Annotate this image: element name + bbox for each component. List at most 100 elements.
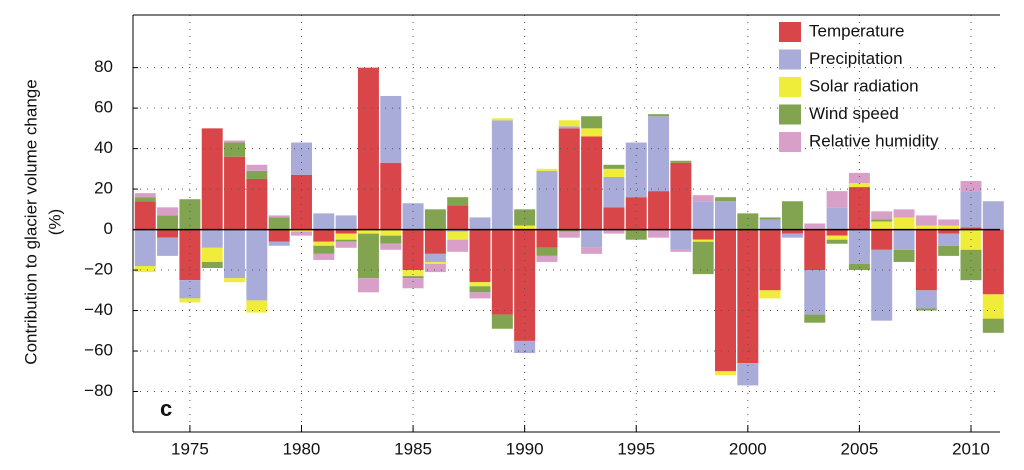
- legend-swatch: [779, 132, 801, 152]
- bar-segment: [491, 229, 513, 315]
- bar-segment: [558, 120, 580, 127]
- bar-segment: [246, 170, 268, 179]
- bar-segment: [447, 231, 469, 240]
- bar-segment: [603, 207, 625, 230]
- bar-segment: [625, 197, 647, 230]
- bar-segment: [558, 126, 580, 129]
- bar-segment: [536, 170, 558, 230]
- bar-segment: [848, 172, 870, 184]
- bar-segment: [224, 278, 246, 283]
- bar-segment: [982, 201, 1004, 230]
- legend-label: Temperature: [809, 21, 904, 40]
- bar-segment: [715, 197, 736, 202]
- bar-segment: [781, 201, 803, 230]
- legend-swatch: [779, 77, 801, 97]
- bar-segment: [201, 261, 223, 269]
- bar-segment: [982, 229, 1004, 295]
- bar-segment: [603, 168, 625, 177]
- bar-segment: [558, 229, 580, 232]
- bar-segment: [826, 207, 848, 230]
- bar-segment: [648, 116, 670, 192]
- y-tick-label: 0: [104, 219, 113, 238]
- bar-segment: [134, 229, 156, 267]
- bar-segment: [313, 245, 335, 254]
- bar-segment: [224, 142, 246, 157]
- bar-segment: [938, 233, 960, 246]
- bar-segment: [134, 266, 156, 273]
- bar-segment: [380, 229, 402, 236]
- bar-segment: [179, 280, 201, 299]
- bar-segment: [960, 180, 982, 192]
- bar-segment: [335, 241, 357, 248]
- legend-label: Wind speed: [809, 104, 899, 123]
- y-tick-label: 20: [94, 179, 113, 198]
- bar-segment: [715, 229, 736, 372]
- bar-segment: [581, 247, 603, 254]
- bar-segment: [915, 215, 937, 226]
- bar-segment: [313, 213, 335, 230]
- bar-segment: [357, 278, 379, 293]
- bar-segment: [893, 249, 915, 262]
- bar-segment: [737, 229, 759, 364]
- bar-segment: [313, 241, 335, 246]
- bar-segment: [291, 231, 312, 236]
- bar-segment: [157, 229, 179, 238]
- bar-segment: [268, 217, 290, 230]
- legend-label: Relative humidity: [809, 131, 939, 150]
- bar-segment: [424, 253, 446, 262]
- bar-segment: [402, 278, 424, 289]
- bar-segment: [536, 247, 558, 256]
- bar-segment: [246, 229, 268, 301]
- bar-segment: [313, 253, 335, 260]
- bar-segment: [424, 209, 446, 230]
- bar-segment: [157, 207, 179, 216]
- bar-segment: [380, 95, 402, 163]
- bar-segment: [893, 217, 915, 230]
- bar-segment: [804, 314, 826, 323]
- bar-segment: [848, 187, 870, 230]
- bar-segment: [514, 229, 536, 341]
- bar-segment: [826, 229, 848, 236]
- legend-swatch: [779, 49, 801, 70]
- bar-segment: [826, 191, 848, 208]
- bar-segment: [402, 270, 424, 277]
- legend: Temperature Precipitation Solar radiation W…: [779, 21, 939, 152]
- bar-segment: [558, 128, 580, 230]
- bar-segment: [581, 229, 603, 248]
- bar-segment: [447, 239, 469, 252]
- bar-segment: [982, 318, 1004, 333]
- bar-segment: [134, 201, 156, 230]
- y-axis-label: (%): [45, 209, 64, 235]
- y-tick-label: 60: [94, 98, 113, 117]
- bar-segment: [804, 229, 826, 271]
- bar-segment: [871, 211, 893, 220]
- x-tick-label: 2005: [840, 439, 878, 458]
- bar-segment: [134, 193, 156, 198]
- bar-segment: [246, 300, 268, 313]
- bar-segment: [982, 294, 1004, 319]
- bar-segment: [357, 229, 379, 234]
- bar-segment: [491, 314, 513, 329]
- y-tick-label: −20: [84, 260, 113, 279]
- y-axis-label: Contribution to glacier volume change: [21, 79, 40, 364]
- bar-segment: [402, 276, 424, 279]
- y-tick-label: −60: [84, 341, 113, 360]
- bar-segment: [201, 247, 223, 262]
- bar-segment: [692, 241, 714, 275]
- bar-segment: [179, 199, 201, 230]
- bar-segment: [536, 229, 558, 248]
- bar-segment: [759, 290, 781, 299]
- bar-segment: [246, 164, 268, 171]
- bar-segment: [781, 233, 803, 238]
- bar-segment: [469, 217, 491, 230]
- bar-segment: [804, 270, 826, 315]
- bar-segment: [335, 233, 357, 240]
- bar-segment: [157, 237, 179, 256]
- bar-segment: [514, 209, 536, 226]
- bar-segment: [960, 249, 982, 281]
- bar-segment: [179, 298, 201, 303]
- bar-segment: [581, 128, 603, 137]
- bars: [134, 67, 1004, 386]
- bar-segment: [737, 363, 759, 386]
